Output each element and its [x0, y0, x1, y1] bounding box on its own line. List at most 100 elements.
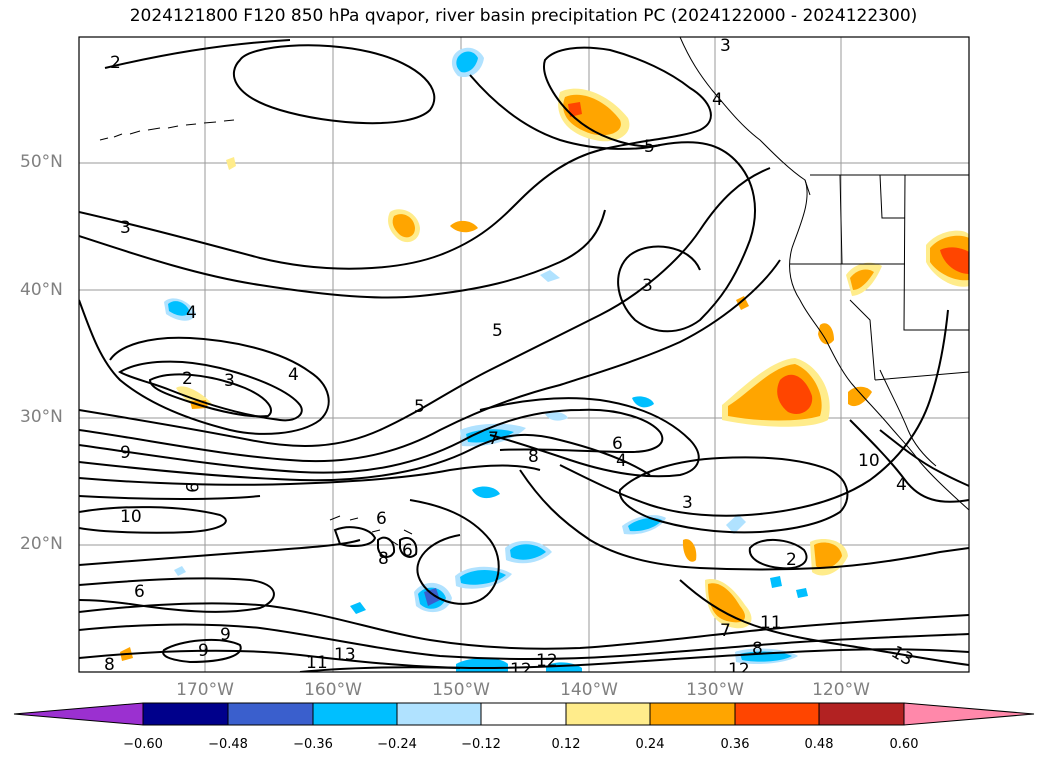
contour-label: 5 — [644, 137, 655, 157]
contour-label: 6 — [134, 582, 145, 602]
contour-label: 3 — [682, 493, 693, 513]
precip-patch — [628, 518, 662, 532]
colorbar-bin — [734, 702, 820, 726]
contour-line — [879, 429, 969, 487]
contour-line — [104, 39, 291, 69]
contour-line — [469, 74, 756, 333]
colorbar-bin — [142, 702, 229, 726]
precip-patch — [456, 51, 478, 73]
contour-line — [79, 464, 541, 486]
state-borders — [790, 174, 969, 381]
colorbar-bin — [227, 702, 314, 726]
precip-patch — [814, 542, 842, 569]
contour-label: 3 — [720, 36, 731, 56]
colorbar-bin — [565, 702, 651, 726]
contour-label: 5 — [414, 397, 425, 417]
colorbar-tick: 0.24 — [635, 737, 665, 752]
precip-patch — [174, 566, 186, 576]
contour-label: 4 — [712, 90, 723, 110]
contour-label: 6 — [402, 541, 413, 561]
colorbar-tick: 0.36 — [720, 737, 750, 752]
contour-label: 3 — [224, 371, 235, 391]
colorbar-bin — [818, 702, 905, 726]
lon-label-140w: 140°W — [560, 680, 618, 700]
map-background — [79, 37, 969, 672]
precip-patch — [226, 157, 236, 170]
colorbar-tick: 0.12 — [551, 737, 581, 752]
contour-line — [79, 495, 261, 500]
colorbar-extend-right — [903, 702, 1035, 726]
precip-patch — [818, 323, 834, 345]
contour-line — [377, 536, 396, 558]
contour-label: 4 — [288, 365, 299, 385]
precip-patch — [450, 220, 478, 233]
contour-line — [399, 536, 418, 558]
contour-line — [79, 506, 227, 534]
hawaii-islands — [329, 515, 413, 546]
colorbar-tick: −0.48 — [208, 737, 248, 752]
contour-label: 13 — [334, 645, 356, 665]
contour-line — [118, 360, 303, 422]
precip-patch — [472, 486, 500, 499]
colorbar-bin — [649, 702, 736, 726]
contour-line — [232, 44, 436, 125]
contour-label: 2 — [182, 369, 193, 389]
precip-patch — [540, 270, 560, 282]
contour-label: 3 — [120, 218, 131, 238]
contour-label: 6 — [612, 434, 623, 454]
contour-line — [79, 46, 712, 270]
precip-patch — [848, 386, 872, 407]
colorbar-extend-left — [13, 702, 144, 726]
contour-line — [519, 469, 969, 571]
contour-line — [162, 639, 242, 664]
contour-label: 4 — [616, 451, 627, 471]
contour-line — [299, 666, 461, 672]
precip-patch — [770, 576, 782, 588]
contour-line — [79, 167, 771, 447]
colorbar-tick: −0.36 — [293, 737, 333, 752]
contour-label: 10 — [858, 451, 880, 471]
colorbar-tick: 0.60 — [889, 737, 919, 752]
lat-label-30n: 30°N — [20, 407, 63, 427]
contour-line — [79, 539, 361, 566]
colorbar-tick: −0.60 — [123, 737, 163, 752]
precip-patch — [392, 214, 415, 238]
colorbar — [13, 702, 1035, 726]
contour-line — [148, 373, 272, 418]
lat-label-50n: 50°N — [20, 152, 63, 172]
contour-line — [479, 397, 700, 478]
contour-label: 10 — [120, 507, 142, 527]
contour-line — [748, 538, 808, 570]
lat-label-20n: 20°N — [20, 534, 63, 554]
lon-label-130w: 130°W — [686, 680, 744, 700]
precip-patch — [777, 374, 813, 415]
contour-line — [79, 259, 781, 463]
contour-label: 6 — [376, 509, 387, 529]
precip-patch — [424, 588, 440, 606]
lon-label-160w: 160°W — [304, 680, 362, 700]
contour-line — [79, 648, 969, 670]
contour-label: 11 — [306, 653, 328, 673]
contour-line — [79, 408, 664, 474]
precip-patch — [850, 269, 874, 290]
map-title: 2024121800 F120 850 hPa qvapor, river ba… — [129, 6, 918, 26]
contour-label: 2 — [786, 550, 797, 570]
contour-label: 11 — [760, 613, 782, 633]
lon-label-120w: 120°W — [812, 680, 870, 700]
precip-patch — [350, 602, 366, 614]
contour-label: 9 — [120, 443, 131, 463]
negative-precip-areas — [164, 47, 808, 672]
precip-patch — [545, 411, 568, 421]
contour-line — [79, 299, 330, 435]
contour-line — [79, 433, 651, 482]
contour-line — [79, 577, 275, 613]
contour-label: 9 — [181, 482, 201, 493]
contour-line — [559, 309, 949, 517]
precip-patch — [708, 583, 746, 623]
contour-line — [618, 456, 849, 534]
precip-patch — [736, 296, 749, 310]
contour-label: 9 — [198, 641, 209, 661]
lon-label-150w: 150°W — [432, 680, 490, 700]
contour-line — [849, 419, 969, 503]
